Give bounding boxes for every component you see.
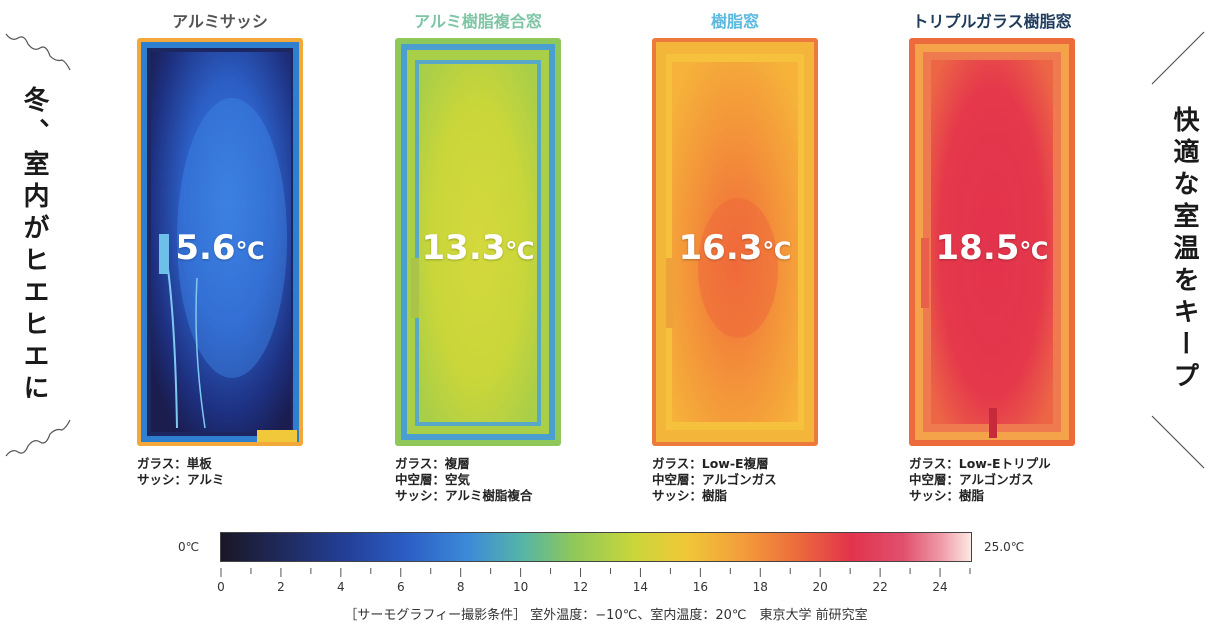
- spec-list: ガラス：Low-Eトリプル 中空層：アルゴンガス サッシ：樹脂: [909, 456, 1051, 504]
- caption: ［サーモグラフィー撮影条件］ 室外温度：−10℃、室内温度：20℃ 東京大学 前…: [344, 608, 868, 623]
- spec-sash: サッシ：樹脂: [652, 488, 728, 503]
- line-bottom-right: [1151, 415, 1205, 469]
- thermal-image: 18.5℃: [909, 38, 1075, 446]
- temperature-unit: ℃: [762, 237, 792, 265]
- scale-tick-label: 2: [277, 580, 285, 594]
- temperature-unit: ℃: [1019, 237, 1049, 265]
- thermal-image: 13.3℃: [395, 38, 561, 446]
- line-top-right: [1151, 31, 1205, 85]
- temperature-value: 16.3: [678, 228, 763, 268]
- spec-cavity: 中空層：アルゴンガス: [652, 472, 777, 487]
- spec-glass: ガラス：Low-E複層: [652, 456, 769, 471]
- scale-tick-label: 6: [397, 580, 405, 594]
- scale-tick-label: 0: [217, 580, 225, 594]
- panel-title: 樹脂窓: [710, 12, 760, 31]
- scale-tick-label: 20: [813, 580, 828, 594]
- spec-sash: サッシ：樹脂: [909, 488, 985, 503]
- thermal-image: 5.6℃: [137, 38, 303, 446]
- temperature-value: 18.5: [935, 228, 1020, 268]
- temperature-readout: 13.3℃: [395, 228, 561, 268]
- spec-list: ガラス：複層 中空層：空気 サッシ：アルミ樹脂複合: [395, 456, 532, 504]
- temperature-readout: 16.3℃: [652, 228, 818, 268]
- left-slogan: 冬、室内がヒエヒエに: [19, 86, 49, 406]
- wavy-line-top-left: [5, 33, 71, 71]
- scale-tick-label: 4: [337, 580, 345, 594]
- right-slogan: 快適な室温をキープ: [1169, 106, 1199, 394]
- temperature-unit: ℃: [235, 237, 265, 265]
- scale-tick-label: 14: [633, 580, 648, 594]
- scale-min-label: 0℃: [178, 540, 200, 554]
- scale-tick-label: 16: [693, 580, 708, 594]
- spec-cavity: 中空層：アルゴンガス: [909, 472, 1034, 487]
- temperature-value: 13.3: [421, 228, 506, 268]
- spec-glass: ガラス：複層: [395, 456, 470, 471]
- scale-tick-label: 18: [753, 580, 768, 594]
- scale-tick-label: 24: [932, 580, 947, 594]
- temperature-readout: 18.5℃: [909, 228, 1075, 268]
- scale-tick-label: 10: [513, 580, 528, 594]
- spec-glass: ガラス：単板: [137, 456, 212, 471]
- thermal-image: 16.3℃: [652, 38, 818, 446]
- spec-sash: サッシ：アルミ: [137, 472, 225, 487]
- scale-tick-label: 12: [573, 580, 588, 594]
- panel-title: アルミ樹脂複合窓: [414, 12, 542, 31]
- scale-max-label: 25.0℃: [984, 540, 1025, 554]
- panel-title: アルミサッシ: [172, 12, 268, 31]
- temperature-value: 5.6: [175, 228, 236, 268]
- temperature-unit: ℃: [505, 237, 535, 265]
- temperature-color-scale: [220, 532, 972, 562]
- spec-sash: サッシ：アルミ樹脂複合: [395, 488, 533, 503]
- spec-cavity: 中空層：空気: [395, 472, 471, 487]
- spec-glass: ガラス：Low-Eトリプル: [909, 456, 1051, 471]
- scale-tick-label: 22: [872, 580, 887, 594]
- panel-title: トリプルガラス樹脂窓: [912, 12, 1072, 31]
- spec-list: ガラス：単板 サッシ：アルミ: [137, 456, 224, 488]
- temperature-readout: 5.6℃: [137, 228, 303, 268]
- spec-list: ガラス：Low-E複層 中空層：アルゴンガス サッシ：樹脂: [652, 456, 777, 504]
- scale-tick-label: 8: [457, 580, 465, 594]
- wavy-line-bottom-left: [5, 419, 71, 457]
